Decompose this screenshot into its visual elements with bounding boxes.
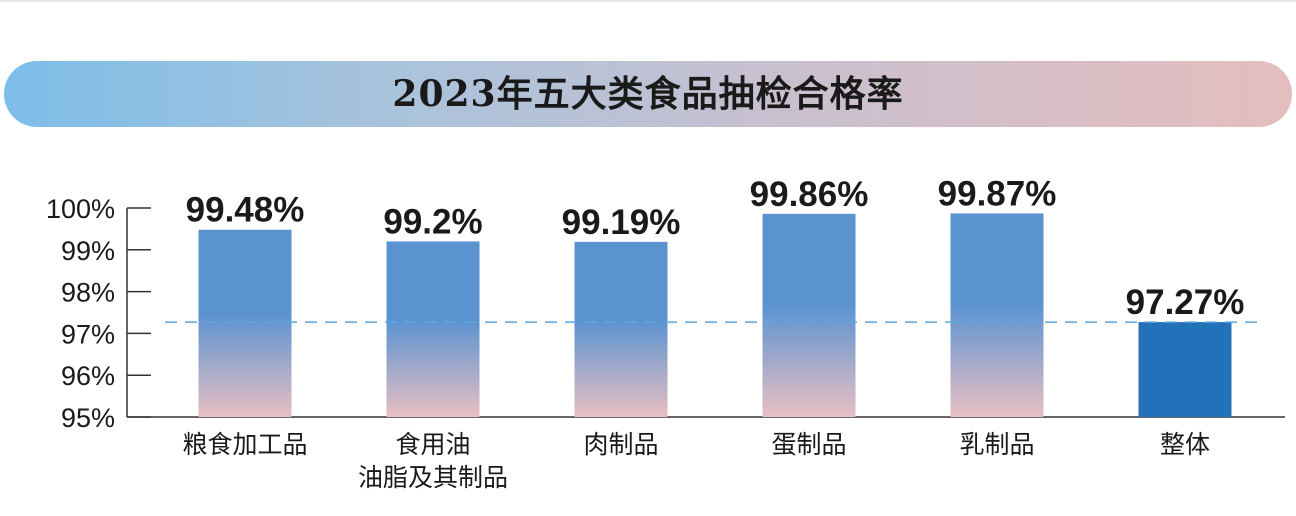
data-label: 99.48% — [186, 191, 305, 230]
bar — [198, 229, 292, 417]
data-labels-group: 99.48% 99.2% 99.19% 99.86% 99.87% 97.27% — [186, 174, 1245, 322]
y-tick-label: 98% — [61, 278, 115, 308]
category-label: 乳制品 — [959, 430, 1034, 459]
y-tick-label: 97% — [61, 319, 115, 349]
category-label: 蛋制品 — [771, 430, 846, 459]
y-tick-label: 100% — [46, 194, 115, 224]
bar — [1138, 322, 1232, 417]
bar — [950, 213, 1044, 417]
bar — [762, 213, 856, 417]
y-tick-label: 96% — [61, 361, 115, 391]
category-label: 粮食加工品 — [182, 430, 307, 459]
title-banner: 2023年五大类食品抽检合格率 — [4, 61, 1292, 127]
y-tick-label: 99% — [61, 236, 115, 266]
bar — [574, 241, 668, 417]
category-label: 整体 — [1160, 430, 1210, 459]
top-decoration — [0, 0, 1296, 2]
data-label: 99.86% — [750, 175, 869, 214]
bars-group — [198, 213, 1232, 417]
chart-axes: 95% 96% 97% 98% 99% 100% — [46, 194, 1285, 433]
data-label: 97.27% — [1126, 283, 1245, 322]
category-label: 油脂及其制品 — [358, 463, 508, 492]
bar — [386, 241, 480, 417]
data-label: 99.2% — [383, 202, 482, 241]
category-label: 食用油 — [395, 430, 470, 459]
data-label: 99.87% — [938, 174, 1057, 213]
category-label: 肉制品 — [583, 430, 658, 459]
y-tick-label: 95% — [61, 403, 115, 433]
data-label: 99.19% — [562, 203, 681, 242]
bar-chart: 95%96%97%98%99%100% 99.48% 99.2% 99.19%99.… — [46, 174, 1285, 492]
chart-title: 2023年五大类食品抽检合格率 — [392, 73, 904, 115]
